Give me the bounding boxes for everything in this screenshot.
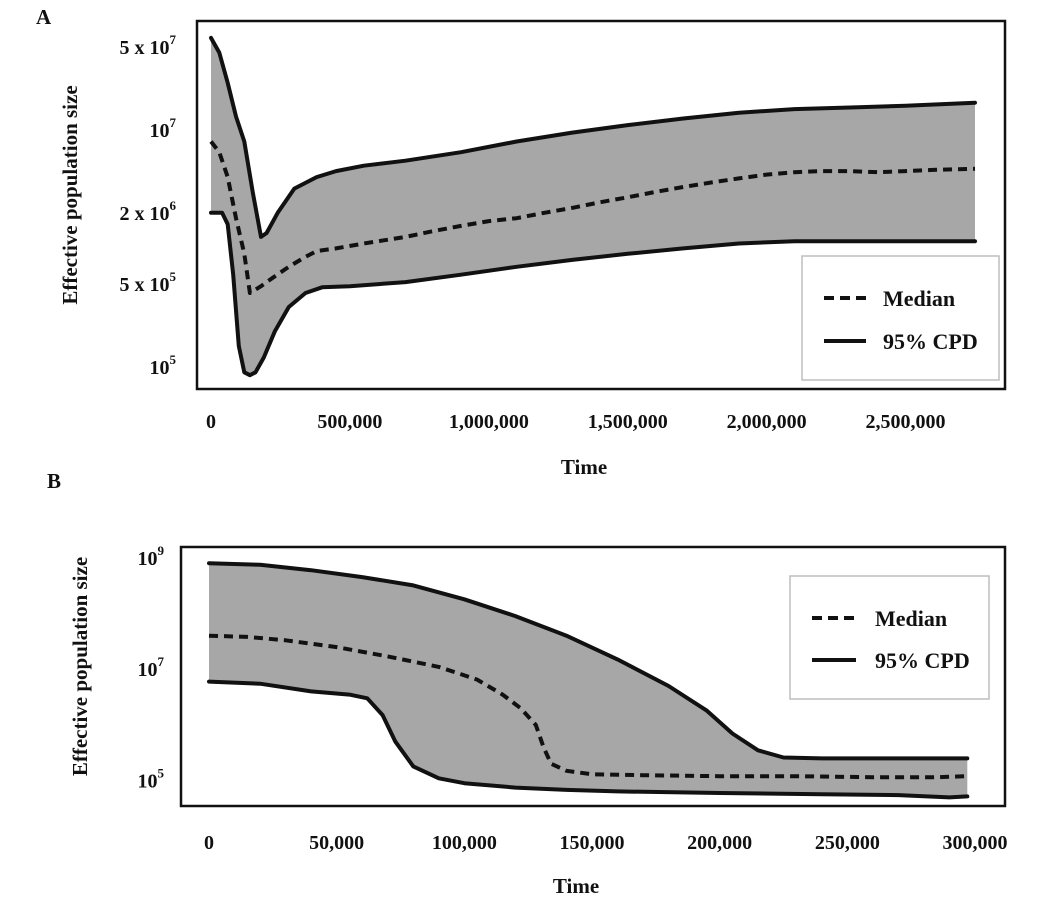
median-line — [208, 633, 968, 780]
x-tick-label: 500,000 — [317, 411, 382, 433]
x-tick-label: 1,000,000 — [449, 411, 529, 433]
cpd-band — [209, 563, 968, 798]
y-tick-label: 107 — [150, 115, 177, 142]
x-tick-label: 250,000 — [815, 832, 880, 854]
cpd-upper-line — [209, 35, 977, 239]
y-tick-exponent: 7 — [170, 32, 177, 47]
x-tick-label: 0 — [206, 411, 216, 433]
plot-frame — [179, 545, 1007, 808]
y-tick-label: 5 x 105 — [120, 269, 177, 296]
y-tick-base: 5 x 10 — [120, 37, 170, 59]
cpd-lower-line — [209, 210, 977, 378]
panel-label: A — [36, 5, 52, 29]
x-tick-label: 1,500,000 — [588, 411, 668, 433]
x-tick-label: 200,000 — [687, 832, 752, 854]
y-tick-label: 105 — [150, 352, 177, 379]
cpd-upper-line — [207, 561, 970, 761]
legend-cpd-label: 95% CPD — [875, 648, 970, 673]
y-tick-exponent: 5 — [170, 352, 177, 367]
chart-panel-a: A 0 500,000 1,000,000 1,500,000 2,000,000 2,50… — [36, 5, 1007, 479]
median-line — [209, 140, 976, 295]
plot-frame — [195, 19, 1007, 391]
x-axis-label: Time — [553, 874, 599, 898]
legend-median-label: Median — [883, 286, 955, 311]
y-tick-base: 2 x 10 — [120, 203, 170, 225]
legend-cpd-label: 95% CPD — [883, 329, 978, 354]
y-tick-exponent: 5 — [170, 269, 177, 284]
y-tick-exponent: 9 — [158, 543, 165, 558]
legend-median-label: Median — [875, 606, 947, 631]
y-tick-label: 105 — [138, 766, 165, 793]
x-tick-label: 100,000 — [432, 832, 497, 854]
x-tick-label: 50,000 — [309, 832, 364, 854]
y-tick-exponent: 6 — [170, 198, 177, 213]
y-tick-base: 5 x 10 — [120, 274, 170, 296]
x-tick-label: 150,000 — [560, 832, 625, 854]
y-tick-exponent: 5 — [158, 766, 165, 781]
y-tick-base: 10 — [150, 120, 170, 142]
cpd-band — [211, 37, 975, 376]
y-tick-base: 10 — [138, 659, 158, 681]
y-tick-label: 2 x 106 — [120, 198, 177, 225]
legend-box — [801, 255, 1000, 381]
y-axis-label: Effective population size — [58, 85, 82, 304]
legend-box — [789, 575, 990, 700]
cpd-lower-line — [207, 679, 970, 800]
chart-panel-b: B 0 50,000 100,000 150,000 200,000 250,000 300,… — [47, 469, 1008, 898]
x-tick-label: 0 — [204, 832, 214, 854]
x-axis-label: Time — [561, 455, 607, 479]
y-tick-label: 109 — [138, 543, 165, 570]
y-tick-label: 5 x 107 — [120, 32, 177, 59]
y-tick-exponent: 7 — [158, 654, 165, 669]
panel-label: B — [47, 469, 61, 493]
y-tick-base: 10 — [150, 357, 170, 379]
y-tick-base: 10 — [138, 548, 158, 570]
x-tick-label: 2,000,000 — [727, 411, 807, 433]
legend: Median 95% CPD — [801, 255, 1000, 381]
y-tick-label: 107 — [138, 654, 165, 681]
x-tick-label: 300,000 — [943, 832, 1008, 854]
legend: Median 95% CPD — [789, 575, 990, 700]
y-tick-base: 10 — [138, 771, 158, 793]
x-tick-label: 2,500,000 — [866, 411, 946, 433]
y-axis-label: Effective population size — [68, 557, 92, 776]
y-tick-exponent: 7 — [170, 115, 177, 130]
